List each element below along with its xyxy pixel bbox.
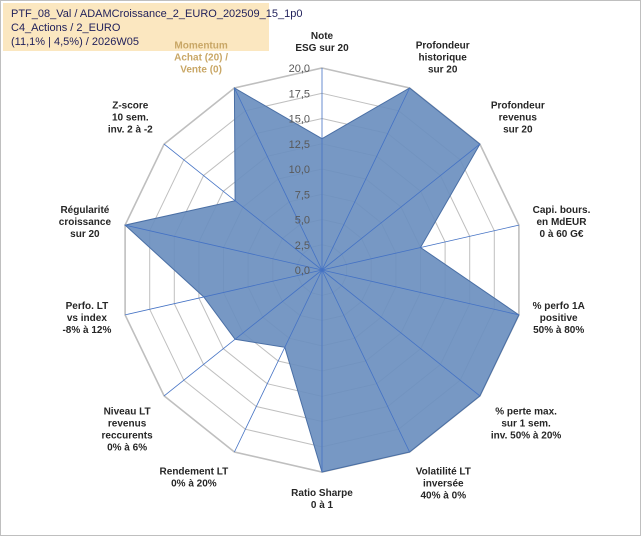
category-label-line: Volatilité LT (416, 467, 471, 478)
category-label-line: sur 20 (503, 124, 533, 135)
tick-label: 17,5 (289, 88, 310, 100)
category-label: Profondeur historique sur 20 (416, 40, 470, 75)
info-line-1: PTF_08_Val / ADAMCroissance_2_EURO_20250… (11, 8, 303, 20)
axis-spoke (321, 87, 410, 271)
category-label-line: 0 à 60 G€ (540, 229, 584, 240)
category-label-line: Achat (20) / (174, 52, 228, 63)
axis-spoke (234, 87, 323, 271)
category-label-line: inv. 2 à -2 (108, 124, 153, 135)
axis-spoke (321, 224, 519, 271)
axis-spoke (321, 143, 481, 271)
category-label-line: revenus (108, 419, 147, 430)
category-label-line: Profondeur (416, 40, 470, 51)
category-label-line: Momentum (174, 40, 227, 51)
category-label: Régularité croissance sur 20 (59, 205, 112, 240)
category-label-line: 10 sem. (112, 112, 149, 123)
category-label: % perfo 1A positive 50% à 80% (533, 301, 585, 336)
category-label: Niveau LT revenus reccurents 0% à 6% (102, 407, 154, 454)
category-label-line: Z-score (112, 100, 149, 111)
category-label-line: Régularité (60, 205, 109, 216)
category-label-line: sur 20 (428, 64, 458, 75)
category-label: Ratio Sharpe 0 à 1 (291, 488, 353, 511)
category-label: Profondeur revenus sur 20 (491, 100, 545, 135)
tick-label: 7,5 (295, 189, 310, 201)
tick-label: 2,5 (295, 240, 310, 252)
category-label-line: Niveau LT (104, 407, 151, 418)
info-line-3: (11,1% | 4,5%) / 2026W05 (11, 36, 139, 48)
category-label-line: Note (311, 31, 334, 42)
tick-label: 12,5 (289, 139, 310, 151)
category-label-line: en MdEUR (537, 217, 588, 228)
category-label-line: Vente (0) (180, 64, 222, 75)
category-label: % perte max. sur 1 sem. inv. 50% à 20% (491, 407, 562, 442)
category-label-line: croissance (59, 217, 112, 228)
category-label-line: Rendement LT (160, 467, 229, 478)
axis-spoke (125, 224, 323, 271)
category-label: Volatilité LT inversée 40% à 0% (416, 467, 471, 502)
category-label-line: sur 20 (70, 229, 100, 240)
category-label-line: positive (540, 313, 578, 324)
portfolio-info-box: PTF_08_Val / ADAMCroissance_2_EURO_20250… (3, 3, 303, 51)
category-label-line: inv. 50% à 20% (491, 431, 562, 442)
category-label-line: 50% à 80% (533, 325, 584, 336)
category-label: Capi. bours. en MdEUR 0 à 60 G€ (533, 205, 591, 240)
category-label: Z-score 10 sem. inv. 2 à -2 (108, 100, 153, 135)
category-label: Perfo. LT vs index -8% à 12% (62, 301, 111, 336)
axis-spoke (321, 269, 410, 453)
category-label-line: ESG sur 20 (295, 43, 349, 54)
category-label-line: Capi. bours. (533, 205, 591, 216)
category-label-line: inversée (423, 479, 464, 490)
category-label-line: reccurents (102, 431, 154, 442)
info-line-2: C4_Actions / 2_EURO (11, 22, 121, 34)
category-label-line: 0% à 6% (107, 443, 147, 454)
tick-label: 15,0 (289, 114, 310, 126)
category-label: Rendement LT 0% à 20% (160, 467, 229, 490)
axis-spoke (163, 269, 323, 397)
category-label-line: % perte max. (495, 407, 557, 418)
axis-spoke (321, 269, 519, 316)
axis-spoke (321, 269, 481, 397)
category-label-line: 0 à 1 (311, 500, 334, 511)
tick-label: 0,0 (295, 265, 310, 277)
axis-spoke (234, 269, 323, 453)
category-label-line: Perfo. LT (66, 301, 109, 312)
category-label-line: revenus (499, 112, 538, 123)
category-label-line: historique (419, 52, 468, 63)
category-label-line: Profondeur (491, 100, 545, 111)
category-label-line: -8% à 12% (62, 325, 111, 336)
category-label-line: 40% à 0% (421, 491, 467, 502)
tick-label: 20,0 (289, 63, 310, 75)
category-label-line: % perfo 1A (533, 301, 585, 312)
category-label-line: Ratio Sharpe (291, 488, 353, 499)
category-label-line: sur 1 sem. (501, 419, 551, 430)
tick-label: 5,0 (295, 215, 310, 227)
axis-spoke (125, 269, 323, 316)
category-label-line: vs index (67, 313, 107, 324)
category-label-line: 0% à 20% (171, 479, 217, 490)
category-label: Momentum Achat (20) / Vente (0) (174, 40, 228, 75)
tick-label: 10,0 (289, 164, 310, 176)
axis-spoke (163, 143, 323, 271)
category-label: Note ESG sur 20 (295, 31, 349, 54)
